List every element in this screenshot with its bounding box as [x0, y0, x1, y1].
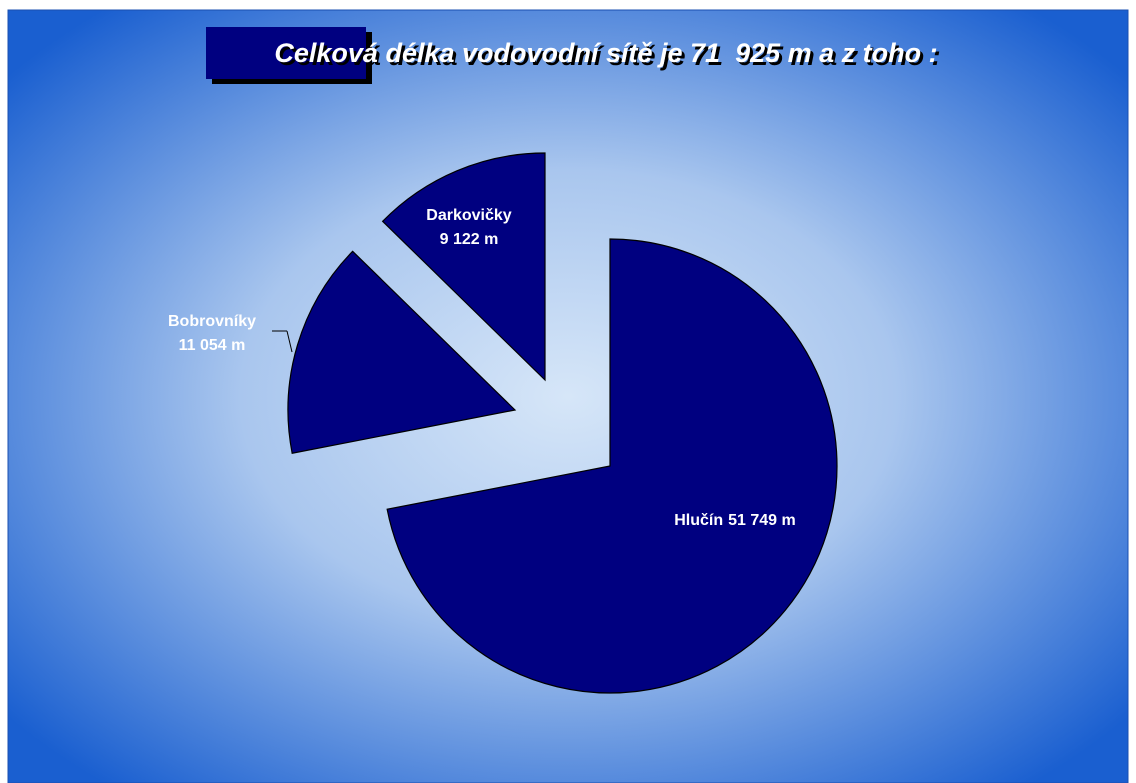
slice-value-label: 51 749 m — [728, 512, 796, 529]
chart-title: Celková délka vodovodní sítě je 71 925 m… — [274, 38, 937, 68]
pie-slice — [381, 152, 546, 382]
slice-label: Hlučín 51 749 m — [674, 512, 796, 529]
pie — [287, 152, 838, 694]
slice-label: Darkovičky 9 122 m — [426, 207, 511, 248]
slice-category: Bobrovníky — [168, 313, 256, 330]
pie-slice — [287, 250, 517, 454]
slice-category: Darkovičky — [426, 207, 511, 224]
slice-label: Bobrovníky 11 054 m — [168, 313, 256, 354]
pie-slice — [386, 238, 838, 694]
leader-line — [286, 330, 293, 353]
title-shadow: Celková délka vodovodní sítě je 71 925 m… — [277, 41, 940, 71]
slice-value-label: 9 122 m — [440, 231, 499, 248]
title-box — [206, 27, 366, 79]
slice-category: Hlučín — [674, 512, 723, 529]
slice-value-label: 11 054 m — [179, 337, 246, 354]
